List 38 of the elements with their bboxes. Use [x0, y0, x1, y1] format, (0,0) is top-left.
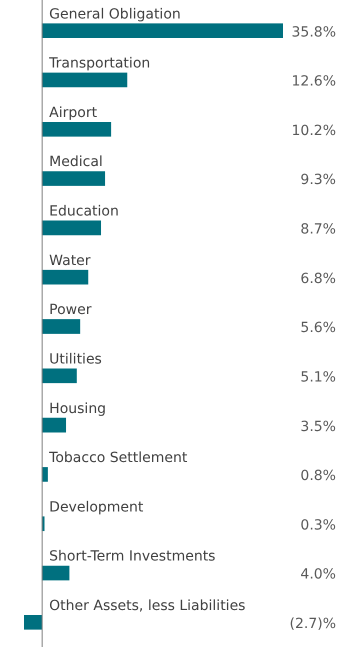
bar — [24, 615, 42, 630]
y-tick-label: Other Assets, less Liabilities — [49, 598, 246, 614]
y-tick-label: Housing — [49, 400, 106, 417]
bar — [42, 319, 80, 334]
y-tick-label: Power — [49, 302, 92, 318]
data-label: 5.6% — [300, 320, 336, 336]
bar — [42, 72, 128, 88]
y-tick-label: Utilities — [49, 351, 102, 368]
data-label: 0.8% — [300, 468, 336, 484]
bar — [42, 23, 283, 38]
bar — [42, 171, 106, 186]
data-label: 0.3% — [300, 517, 336, 534]
data-label: 5.1% — [300, 369, 336, 386]
data-label: 12.6% — [292, 74, 336, 90]
y-tick-label: Medical — [49, 154, 103, 170]
data-label: 35.8% — [292, 24, 336, 40]
bar — [42, 368, 77, 384]
bar — [42, 566, 70, 580]
bar — [42, 418, 66, 432]
y-tick-label: Short-Term Investments — [49, 548, 216, 565]
y-tick-label: General Obligation — [49, 6, 181, 22]
data-label: 9.3% — [300, 172, 336, 188]
bar — [42, 270, 88, 285]
data-label: 4.0% — [300, 566, 336, 583]
bar — [42, 220, 102, 236]
y-tick-label: Transportation — [48, 56, 150, 72]
y-tick-label: Tobacco Settlement — [48, 450, 188, 466]
data-label: 6.8% — [300, 270, 336, 287]
y-tick-label: Development — [49, 499, 144, 516]
bar — [42, 122, 112, 137]
bar — [42, 467, 48, 482]
data-label: 8.7% — [300, 222, 336, 238]
data-label: (2.7)% — [290, 616, 336, 632]
y-tick-label: Airport — [49, 104, 98, 121]
y-tick-label: Education — [49, 204, 119, 220]
y-tick-label: Water — [49, 252, 91, 269]
data-label: 3.5% — [300, 418, 336, 435]
data-label: 10.2% — [292, 122, 336, 139]
